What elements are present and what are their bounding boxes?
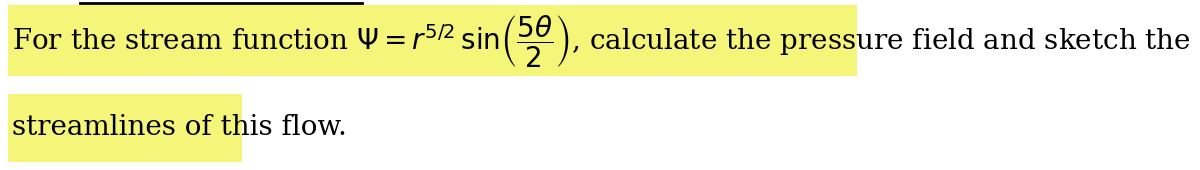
FancyBboxPatch shape <box>7 5 858 76</box>
Text: streamlines of this flow.: streamlines of this flow. <box>12 114 347 141</box>
Text: For the stream function $\Psi = r^{5/2}\,\sin\!\left(\dfrac{5\theta}{2}\right)$,: For the stream function $\Psi = r^{5/2}\… <box>12 13 1192 69</box>
FancyBboxPatch shape <box>7 94 242 162</box>
